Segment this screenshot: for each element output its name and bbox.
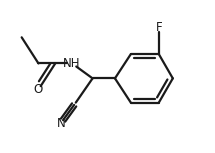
Text: O: O: [34, 83, 43, 96]
Text: NH: NH: [63, 57, 81, 70]
Text: N: N: [57, 117, 65, 130]
Text: F: F: [155, 21, 162, 34]
